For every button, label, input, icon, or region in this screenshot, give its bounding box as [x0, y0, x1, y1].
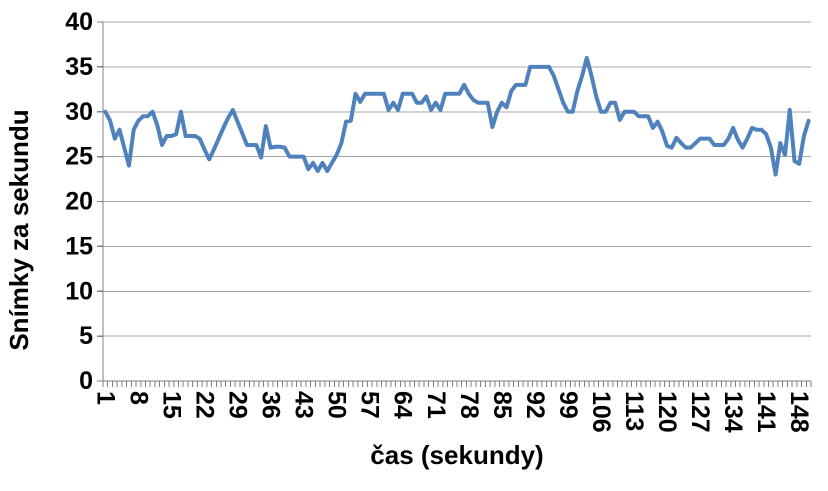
y-tick-label: 0 [79, 367, 93, 395]
y-tick-label: 25 [65, 143, 93, 171]
x-tick-label: 36 [257, 391, 285, 419]
gridlines [103, 21, 811, 337]
x-axis-tick-labels: 1 8 15 22 29 36 43 50 57 64 71 78 85 92 99 106 113 120 127… [91, 391, 813, 433]
y-tick-label: 20 [65, 188, 93, 216]
y-axis-title: Snímky za sekundu [4, 109, 34, 350]
x-tick-label: 22 [190, 391, 218, 419]
y-axis-ticks [97, 21, 103, 382]
x-tick-label: 106 [587, 391, 615, 433]
x-tick-label: 8 [124, 391, 152, 405]
y-tick-label: 30 [65, 98, 93, 126]
y-tick-label: 35 [65, 53, 93, 81]
x-tick-label: 99 [554, 391, 582, 419]
x-tick-label: 85 [488, 391, 516, 419]
x-tick-label: 78 [455, 391, 483, 419]
x-tick-label: 71 [422, 391, 450, 419]
x-tick-label: 29 [224, 391, 252, 419]
x-tick-label: 50 [323, 391, 351, 419]
x-axis-ticks [102, 381, 812, 387]
fps-series-line [103, 55, 811, 177]
x-tick-label: 57 [356, 391, 384, 419]
x-tick-label: 1 [91, 391, 119, 405]
x-tick-label: 141 [752, 391, 780, 433]
x-tick-label: 148 [785, 391, 813, 433]
x-tick-label: 15 [157, 391, 185, 419]
y-tick-label: 5 [79, 322, 93, 350]
x-tick-label: 134 [719, 391, 747, 433]
x-tick-label: 127 [686, 391, 714, 433]
x-tick-label: 92 [521, 391, 549, 419]
y-tick-label: 40 [65, 8, 93, 36]
x-tick-label: 64 [389, 391, 417, 419]
y-axis-tick-labels: 0 5 10 15 20 25 30 35 40 [65, 8, 93, 395]
y-tick-label: 10 [65, 277, 93, 305]
y-tick-label: 15 [65, 232, 93, 260]
x-tick-label: 43 [290, 391, 318, 419]
x-axis-title: čas (sekundy) [370, 440, 543, 470]
x-tick-label: 120 [653, 391, 681, 433]
x-tick-label: 113 [620, 391, 648, 431]
